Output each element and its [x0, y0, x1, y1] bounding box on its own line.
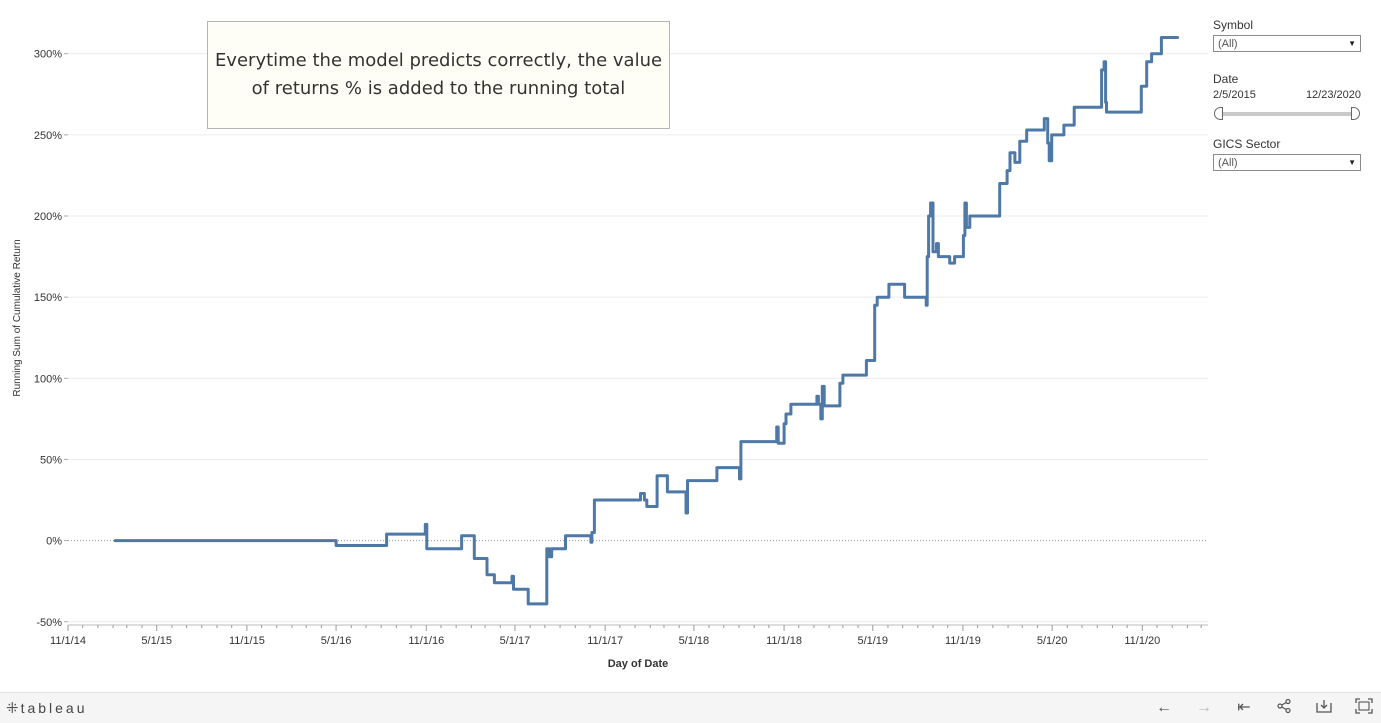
symbol-dropdown-value: (All)	[1218, 37, 1238, 50]
date-range-values: 2/5/2015 12/23/2020	[1213, 89, 1361, 101]
tableau-logo-icon: ⁜	[6, 700, 19, 717]
y-tick-label: 250%	[34, 130, 62, 142]
y-tick-label: 200%	[34, 211, 62, 223]
y-tick-label: 300%	[34, 49, 62, 61]
tableau-logo-text: tableau	[20, 700, 88, 716]
redo-icon[interactable]: →	[1196, 699, 1212, 716]
series-line	[113, 36, 1180, 606]
download-icon[interactable]	[1313, 698, 1335, 718]
chart-gridlines	[68, 53, 1208, 623]
date-range-slider[interactable]	[1213, 107, 1361, 121]
x-tick-label: 5/1/18	[679, 635, 710, 647]
y-axis-title: Running Sum of Cumulative Return	[12, 239, 23, 396]
x-tick-label: 5/1/19	[857, 635, 888, 647]
chart-series-layer	[113, 36, 1180, 606]
x-tick-label: 5/1/15	[141, 635, 172, 647]
x-tick-label: 11/1/16	[408, 635, 444, 647]
x-tick-label: 11/1/17	[587, 635, 623, 647]
revert-icon[interactable]: ⇤	[1237, 699, 1251, 716]
filter-panel: Symbol (All) ▼ Date 2/5/2015 12/23/2020 …	[1213, 18, 1368, 191]
x-axis-title: Day of Date	[608, 658, 669, 670]
annotation-box: Everytime the model predicts correctly, …	[207, 21, 670, 129]
y-tick-label: 100%	[34, 373, 62, 385]
x-tick-label: 11/1/20	[1124, 635, 1160, 647]
fullscreen-icon[interactable]	[1353, 698, 1375, 718]
sector-filter-label: GICS Sector	[1213, 137, 1281, 151]
sector-dropdown[interactable]: (All) ▼	[1213, 154, 1361, 171]
undo-icon[interactable]: ←	[1156, 699, 1172, 716]
chart-axis-ticks: -50% 0% 50% 100% 150% 200% 250% 300% 11/1/14 5/1/…	[34, 49, 1208, 647]
slider-handle-start[interactable]	[1214, 107, 1223, 120]
symbol-filter-label: Symbol	[1213, 18, 1254, 32]
x-tick-label: 11/1/19	[945, 635, 981, 647]
line-chart: -50% 0% 50% 100% 150% 200% 250% 300% 11/1/14 5/1/…	[12, 36, 1208, 670]
x-tick-label: 5/1/17	[500, 635, 531, 647]
chevron-down-icon: ▼	[1348, 158, 1356, 167]
slider-track	[1219, 112, 1355, 116]
date-filter-label: Date	[1213, 72, 1239, 86]
date-end: 12/23/2020	[1305, 89, 1361, 101]
x-tick-label: 5/1/20	[1037, 635, 1068, 647]
slider-handle-end[interactable]	[1351, 107, 1360, 120]
annotation-text: Everytime the model predicts correctly, …	[214, 50, 663, 99]
date-start: 2/5/2015	[1213, 89, 1256, 101]
chevron-down-icon: ▼	[1348, 39, 1356, 48]
sector-dropdown-value: (All)	[1218, 156, 1238, 169]
share-icon[interactable]	[1273, 698, 1295, 718]
y-tick-label: 50%	[40, 454, 62, 466]
x-tick-label: 5/1/16	[321, 635, 352, 647]
x-tick-label: 11/1/18	[766, 635, 802, 647]
x-tick-label: 11/1/15	[229, 635, 265, 647]
y-tick-label: -50%	[36, 617, 62, 629]
y-tick-label: 150%	[34, 292, 62, 304]
x-tick-label: 11/1/14	[50, 635, 86, 647]
symbol-dropdown[interactable]: (All) ▼	[1213, 35, 1361, 52]
y-tick-label: 0%	[46, 536, 62, 548]
tableau-toolbar: ⁜ tableau ← → ⇤	[0, 692, 1381, 723]
tableau-logo[interactable]: ⁜ tableau	[6, 699, 88, 717]
